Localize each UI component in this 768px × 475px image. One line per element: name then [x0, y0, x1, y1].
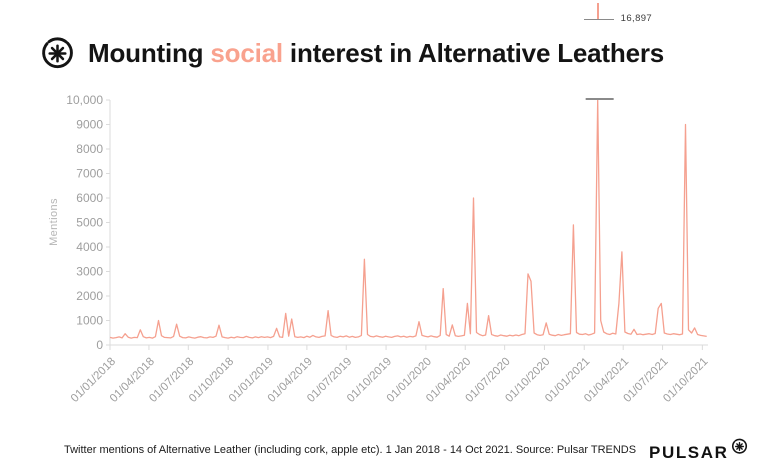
- pulsar-logo-icon: [42, 37, 73, 69]
- y-axis-label: Mentions: [48, 198, 60, 246]
- title-suffix: interest in Alternative Leathers: [282, 38, 665, 68]
- brand-text: PULSAR: [649, 443, 729, 462]
- pulsar-wordmark: PULSAR: [649, 438, 748, 463]
- title-highlight: social: [210, 38, 283, 68]
- svg-text:8000: 8000: [76, 142, 103, 156]
- peak-annotation-label: 16,897: [620, 13, 653, 24]
- svg-text:2000: 2000: [76, 289, 103, 303]
- svg-text:9000: 9000: [76, 118, 103, 132]
- header: Mounting social interest in Alternative …: [40, 36, 664, 71]
- page-title: Mounting social interest in Alternative …: [88, 38, 664, 69]
- peak-spike-line: [596, 3, 599, 19]
- title-prefix: Mounting: [88, 38, 211, 68]
- x-axis: 01/01/201801/04/201801/07/201801/10/2018…: [69, 345, 710, 405]
- peak-break-line: [583, 18, 614, 20]
- svg-text:7000: 7000: [76, 167, 103, 181]
- svg-text:4000: 4000: [76, 240, 103, 254]
- peak-annotation: 16,897: [0, 0, 768, 30]
- pulsar-logo-icon: [731, 438, 747, 454]
- svg-text:5000: 5000: [76, 216, 103, 230]
- source-caption: Twitter mentions of Alternative Leather …: [64, 444, 637, 456]
- svg-text:10,000: 10,000: [66, 93, 103, 107]
- y-axis: 0 1000 2000 3000 4000 5000 6000 7000 8000 9000 10,…: [66, 93, 110, 352]
- svg-text:6000: 6000: [76, 191, 103, 205]
- svg-text:1000: 1000: [76, 314, 103, 328]
- svg-text:0: 0: [96, 338, 103, 352]
- mentions-line-series: [109, 99, 707, 339]
- svg-text:3000: 3000: [76, 265, 103, 279]
